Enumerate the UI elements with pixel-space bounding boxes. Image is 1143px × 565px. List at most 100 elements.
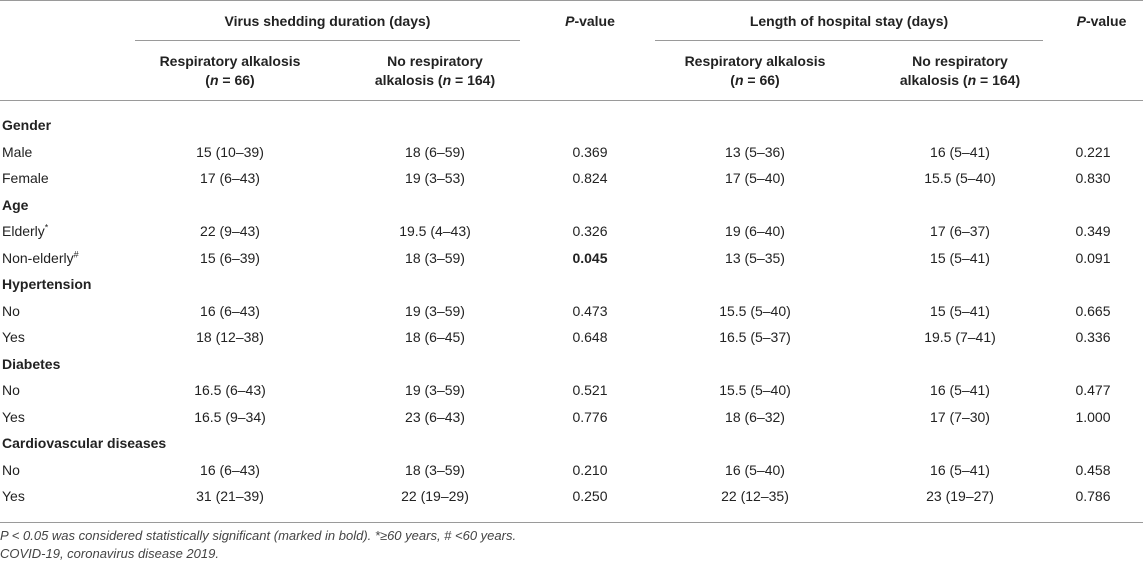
cell-stay-nra: 16 (5–41)	[930, 462, 990, 478]
cell-stay-ra: 15.5 (5–40)	[719, 303, 791, 319]
cell-virus-nra: 18 (6–45)	[405, 329, 465, 345]
cell-virus-ra: 17 (6–43)	[200, 170, 260, 186]
row-label-text: Yes	[2, 409, 25, 425]
cell-pvalue-virus: 0.824	[572, 170, 608, 186]
row-label-text: Female	[2, 170, 49, 186]
cell-virus-nra: 19 (3–59)	[405, 303, 465, 319]
ra-n-var-1: n	[209, 72, 219, 88]
cell-pvalue-virus: 0.521	[572, 382, 608, 398]
row-label-text: Non-elderly	[2, 250, 74, 266]
ra-label-2: Respiratory alkalosis	[684, 53, 826, 69]
cell-stay-ra: 13 (5–35)	[725, 250, 785, 266]
cell-stay-ra: 15.5 (5–40)	[719, 382, 791, 398]
ra-n-var-2: n	[734, 72, 744, 88]
cell-stay-ra: 13 (5–36)	[725, 144, 785, 160]
group-heading: Diabetes	[2, 356, 61, 372]
row-label-text: No	[2, 462, 20, 478]
cell-virus-ra: 15 (6–39)	[200, 250, 260, 266]
row-label-marker: #	[73, 249, 79, 260]
cell-stay-nra: 15 (5–41)	[930, 250, 990, 266]
row-label-text: Elderly	[2, 223, 45, 239]
cell-pvalue-stay: 0.221	[1075, 144, 1111, 160]
row-label-text: No	[2, 303, 20, 319]
nra-label2-2: alkalosis (	[899, 72, 968, 88]
cell-virus-nra: 18 (6–59)	[405, 144, 465, 160]
cell-stay-ra: 17 (5–40)	[725, 170, 785, 186]
cell-pvalue-stay: 0.665	[1075, 303, 1111, 319]
cell-pvalue-stay: 0.091	[1075, 250, 1111, 266]
header-pvalue-1: P-value	[535, 12, 645, 30]
pvalue-rest-2: -value	[1085, 13, 1127, 29]
row-label-text: No	[2, 382, 20, 398]
table-top-rule	[0, 0, 1143, 1]
cell-virus-ra: 16.5 (6–43)	[194, 382, 266, 398]
subheader-nra-1: No respiratory alkalosis (n = 164)	[345, 52, 525, 90]
row-label-text: Yes	[2, 329, 25, 345]
cell-stay-ra: 16.5 (5–37)	[719, 329, 791, 345]
cell-stay-nra: 19.5 (7–41)	[924, 329, 996, 345]
nra-label-1: No respiratory	[387, 53, 483, 69]
row-label: No	[2, 381, 20, 399]
group-heading: Gender	[2, 117, 52, 133]
nra-label2-1: alkalosis (	[374, 72, 443, 88]
cell-pvalue-virus: 0.045	[572, 250, 608, 266]
row-label-text: Male	[2, 144, 33, 160]
nra-label-2: No respiratory	[912, 53, 1008, 69]
cell-virus-ra: 16 (6–43)	[200, 462, 260, 478]
cell-virus-nra: 18 (3–59)	[405, 250, 465, 266]
cell-pvalue-stay: 1.000	[1075, 409, 1111, 425]
nra-n-post-1: = 164)	[451, 72, 496, 88]
group1-underline	[135, 40, 520, 41]
cell-stay-nra: 16 (5–41)	[930, 382, 990, 398]
header-hospital-stay: Length of hospital stay (days)	[749, 13, 949, 29]
cell-stay-nra: 17 (6–37)	[930, 223, 990, 239]
subheader-ra-1: Respiratory alkalosis (n = 66)	[130, 52, 330, 90]
cell-stay-ra: 18 (6–32)	[725, 409, 785, 425]
table-bottom-rule	[0, 522, 1143, 523]
row-label-marker: *	[44, 222, 49, 233]
cell-pvalue-stay: 0.458	[1075, 462, 1111, 478]
nra-n-var-1: n	[442, 72, 452, 88]
cell-stay-ra: 22 (12–35)	[721, 488, 789, 504]
cell-pvalue-virus: 0.473	[572, 303, 608, 319]
cell-stay-nra: 16 (5–41)	[930, 144, 990, 160]
cell-pvalue-virus: 0.326	[572, 223, 608, 239]
cell-stay-ra: 16 (5–40)	[725, 462, 785, 478]
row-label-text: Yes	[2, 488, 25, 504]
cell-virus-ra: 15 (10–39)	[196, 144, 264, 160]
cell-stay-nra: 15 (5–41)	[930, 303, 990, 319]
ra-n-pre-2: (	[730, 72, 735, 88]
group-heading: Hypertension	[2, 276, 92, 292]
row-label: Elderly*	[2, 222, 48, 240]
ra-n-post-1: = 66)	[218, 72, 255, 88]
cell-pvalue-virus: 0.210	[572, 462, 608, 478]
pvalue-p-1: P	[565, 13, 575, 29]
cell-pvalue-stay: 0.477	[1075, 382, 1111, 398]
group-heading: Age	[2, 197, 29, 213]
cell-virus-ra: 22 (9–43)	[200, 223, 260, 239]
cell-pvalue-virus: 0.648	[572, 329, 608, 345]
cell-stay-ra: 19 (6–40)	[725, 223, 785, 239]
cell-virus-ra: 31 (21–39)	[196, 488, 264, 504]
row-label: No	[2, 302, 20, 320]
header-pvalue-2: P-value	[1060, 12, 1143, 30]
cell-pvalue-virus: 0.776	[572, 409, 608, 425]
cell-virus-nra: 23 (6–43)	[405, 409, 465, 425]
ra-n-post-2: = 66)	[743, 72, 780, 88]
pvalue-p-2: P	[1076, 13, 1086, 29]
nra-n-var-2: n	[967, 72, 977, 88]
row-label: Yes	[2, 487, 25, 505]
ra-n-pre-1: (	[205, 72, 210, 88]
row-label: Male	[2, 143, 32, 161]
row-label: Yes	[2, 328, 25, 346]
footnote-significance: P < 0.05 was considered statistically si…	[0, 528, 517, 543]
subheader-ra-2: Respiratory alkalosis (n = 66)	[650, 52, 860, 90]
cell-virus-nra: 19 (3–53)	[405, 170, 465, 186]
row-label: Female	[2, 169, 49, 187]
cell-stay-nra: 23 (19–27)	[926, 488, 994, 504]
row-label: Yes	[2, 408, 25, 426]
pvalue-rest-1: -value	[574, 13, 615, 29]
group2-underline	[655, 40, 1043, 41]
cell-virus-ra: 18 (12–38)	[196, 329, 264, 345]
